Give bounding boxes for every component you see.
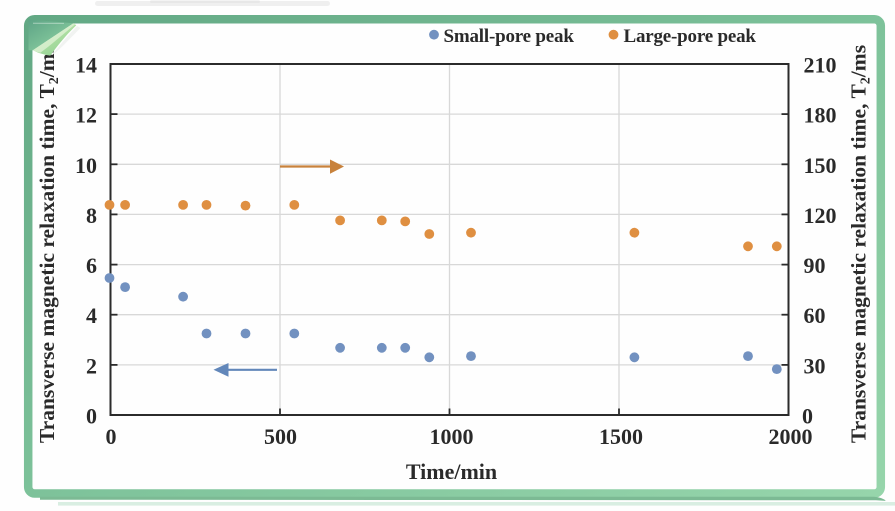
- svg-text:500: 500: [264, 424, 297, 449]
- svg-text:14: 14: [75, 53, 97, 78]
- svg-text:Transverse magnetic relaxation: Transverse magnetic relaxation time, T2/…: [847, 45, 874, 443]
- svg-text:Large-pore peak: Large-pore peak: [624, 26, 757, 47]
- svg-text:120: 120: [804, 203, 837, 228]
- svg-text:Small-pore peak: Small-pore peak: [444, 26, 575, 47]
- svg-text:Time/min: Time/min: [406, 459, 497, 484]
- svg-text:8: 8: [86, 203, 97, 228]
- svg-text:1000: 1000: [430, 424, 474, 449]
- svg-text:2: 2: [86, 353, 97, 378]
- svg-text:0: 0: [86, 404, 97, 429]
- svg-text:0: 0: [106, 424, 117, 449]
- svg-text:150: 150: [804, 153, 837, 178]
- svg-text:2000: 2000: [769, 424, 813, 449]
- svg-text:90: 90: [804, 253, 826, 278]
- svg-text:4: 4: [86, 303, 97, 328]
- svg-text:0: 0: [802, 404, 813, 429]
- svg-text:60: 60: [804, 303, 826, 328]
- svg-text:10: 10: [75, 153, 97, 178]
- svg-text:1500: 1500: [599, 424, 643, 449]
- svg-text:210: 210: [804, 53, 837, 78]
- svg-text:30: 30: [804, 353, 826, 378]
- svg-text:180: 180: [804, 103, 837, 128]
- svg-text:12: 12: [75, 103, 97, 128]
- svg-text:6: 6: [86, 253, 97, 278]
- svg-text:Transverse magnetic relaxation: Transverse magnetic relaxation time, T2/…: [35, 45, 62, 443]
